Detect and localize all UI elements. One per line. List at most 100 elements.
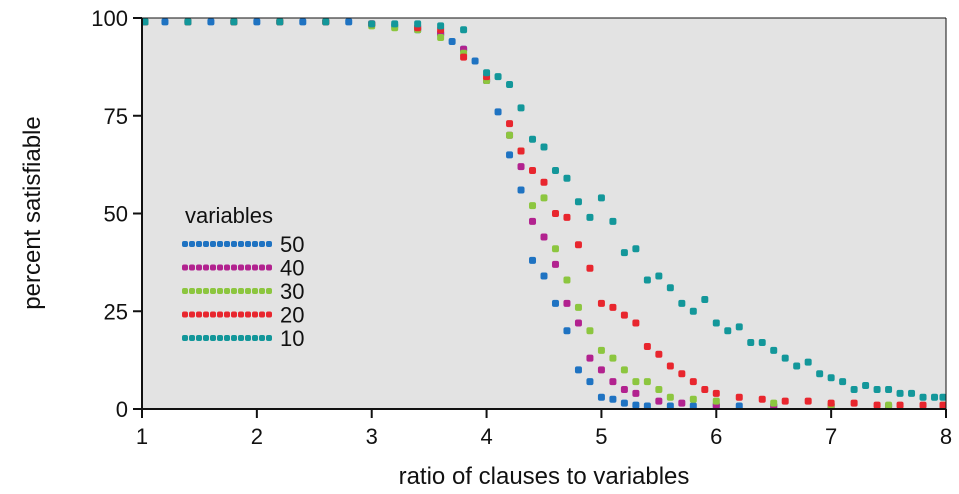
data-point bbox=[770, 399, 778, 407]
data-point bbox=[666, 393, 674, 401]
data-point bbox=[597, 194, 605, 202]
data-point bbox=[574, 303, 582, 311]
legend-marker bbox=[224, 335, 230, 341]
data-point bbox=[620, 385, 628, 393]
data-point bbox=[368, 20, 376, 28]
data-point bbox=[643, 378, 651, 386]
legend-marker bbox=[203, 335, 209, 341]
legend-marker bbox=[245, 288, 251, 294]
data-point bbox=[632, 319, 640, 327]
legend-marker bbox=[266, 241, 272, 247]
legend-marker bbox=[259, 311, 265, 318]
data-point bbox=[666, 362, 674, 370]
data-point bbox=[609, 378, 617, 386]
data-point bbox=[850, 399, 858, 407]
data-point bbox=[483, 69, 491, 77]
data-point bbox=[655, 350, 663, 358]
data-point bbox=[896, 401, 904, 409]
legend-marker bbox=[210, 264, 216, 271]
data-point bbox=[609, 395, 617, 403]
legend-marker bbox=[238, 288, 244, 294]
legend-marker bbox=[252, 241, 258, 247]
y-tick-label: 50 bbox=[104, 202, 128, 227]
data-point bbox=[666, 284, 674, 292]
x-axis-title: ratio of clauses to variables bbox=[399, 463, 690, 490]
data-point bbox=[494, 73, 502, 81]
data-point bbox=[551, 166, 559, 174]
legend-marker bbox=[203, 288, 209, 294]
data-point bbox=[712, 397, 720, 405]
legend-marker bbox=[252, 288, 258, 294]
data-point bbox=[678, 299, 686, 307]
y-tick-label: 100 bbox=[91, 6, 128, 31]
data-point bbox=[939, 401, 947, 409]
data-point bbox=[574, 366, 582, 374]
legend-marker bbox=[245, 241, 251, 247]
data-point bbox=[896, 389, 904, 397]
legend-marker bbox=[203, 311, 209, 318]
legend-label-30: 30 bbox=[280, 279, 304, 304]
data-points bbox=[141, 18, 947, 410]
data-point bbox=[620, 399, 628, 407]
data-point bbox=[793, 362, 801, 370]
legend-marker bbox=[196, 264, 202, 271]
legend-marker bbox=[245, 335, 251, 341]
x-tick-label: 4 bbox=[480, 424, 492, 449]
legend-label-40: 40 bbox=[280, 256, 304, 281]
legend-marker bbox=[231, 288, 237, 294]
data-point bbox=[517, 104, 525, 112]
legend-marker bbox=[182, 264, 188, 271]
data-point bbox=[345, 18, 353, 26]
legend-marker bbox=[259, 241, 265, 247]
x-tick-label: 7 bbox=[825, 424, 837, 449]
legend-marker bbox=[266, 311, 272, 318]
data-point bbox=[161, 18, 169, 26]
data-point bbox=[735, 323, 743, 331]
data-point bbox=[689, 378, 697, 386]
data-point bbox=[816, 370, 824, 378]
series-10 bbox=[141, 18, 947, 401]
data-point bbox=[574, 319, 582, 327]
legend-marker bbox=[189, 335, 195, 341]
data-point bbox=[609, 303, 617, 311]
data-point bbox=[540, 178, 548, 186]
legend-marker bbox=[210, 288, 216, 294]
x-tick-label: 6 bbox=[710, 424, 722, 449]
data-point bbox=[506, 151, 514, 159]
legend-marker bbox=[259, 288, 265, 294]
data-point bbox=[517, 186, 525, 194]
data-point bbox=[678, 370, 686, 378]
data-point bbox=[563, 299, 571, 307]
data-point bbox=[586, 378, 594, 386]
data-point bbox=[609, 354, 617, 362]
data-point bbox=[804, 397, 812, 405]
data-point bbox=[712, 319, 720, 327]
data-point bbox=[666, 402, 674, 410]
legend-marker bbox=[231, 264, 237, 271]
data-point bbox=[322, 18, 330, 26]
data-point bbox=[540, 272, 548, 280]
data-point bbox=[529, 202, 537, 210]
data-point bbox=[655, 272, 663, 280]
data-point bbox=[827, 374, 835, 382]
data-point bbox=[701, 296, 709, 304]
data-point bbox=[643, 402, 651, 410]
data-point bbox=[253, 18, 261, 26]
data-point bbox=[770, 346, 778, 354]
legend-marker bbox=[245, 264, 251, 271]
data-point bbox=[563, 276, 571, 284]
data-point bbox=[448, 37, 456, 45]
legend-label-10: 10 bbox=[280, 326, 304, 351]
legend-marker bbox=[259, 264, 265, 271]
data-point bbox=[873, 401, 881, 409]
legend-marker bbox=[196, 311, 202, 318]
data-point bbox=[517, 147, 525, 155]
data-point bbox=[574, 198, 582, 206]
data-point bbox=[207, 18, 215, 26]
data-point bbox=[586, 327, 594, 335]
data-point bbox=[885, 401, 893, 409]
data-point bbox=[885, 385, 893, 393]
legend-marker bbox=[182, 241, 188, 247]
data-point bbox=[460, 53, 468, 61]
